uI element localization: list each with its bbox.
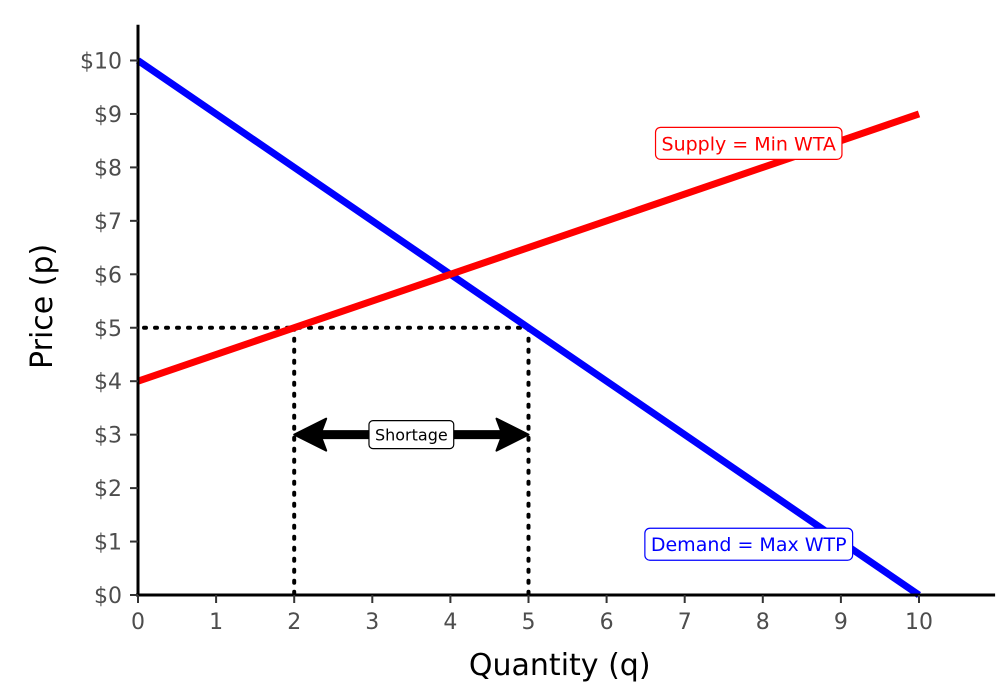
x-tick-label-9: 9 bbox=[834, 610, 848, 635]
x-tick-label-7: 7 bbox=[678, 610, 692, 635]
axes: 0 1 2 3 4 5 6 7 8 9 10 $0 $1 $2 $3 $4 $5 $6 $7 $8 $9 $10 bbox=[80, 24, 996, 635]
x-tick-label-0: 0 bbox=[131, 610, 145, 635]
shortage-label: Shortage bbox=[375, 426, 448, 445]
x-axis-title: Quantity (q) bbox=[469, 648, 651, 683]
y-tick-label-8: $8 bbox=[94, 156, 122, 181]
y-tick-label-9: $9 bbox=[94, 103, 122, 128]
y-tick-label-10: $10 bbox=[80, 50, 122, 75]
demand-label: Demand = Max WTP bbox=[651, 534, 847, 556]
y-tick-label-1: $1 bbox=[94, 531, 122, 556]
curve-labels: Supply = Min WTA Demand = Max WTP bbox=[644, 126, 854, 561]
y-tick-label-3: $3 bbox=[94, 424, 122, 449]
y-tick-label-7: $7 bbox=[94, 210, 122, 235]
shortage-arrowhead-left bbox=[293, 417, 328, 452]
x-tick-label-2: 2 bbox=[287, 610, 301, 635]
demand-label-box bbox=[644, 527, 854, 561]
y-axis-title: Price (p) bbox=[25, 244, 60, 369]
supply-label: Supply = Min WTA bbox=[662, 133, 836, 155]
y-tick-label-0: $0 bbox=[94, 584, 122, 609]
demand-line bbox=[136, 57, 921, 598]
x-tick-label-10: 10 bbox=[905, 610, 933, 635]
y-tick-label-2: $2 bbox=[94, 477, 122, 502]
x-tick-label-8: 8 bbox=[756, 610, 770, 635]
x-tick-label-4: 4 bbox=[443, 610, 457, 635]
x-tick-label-3: 3 bbox=[365, 610, 379, 635]
y-tick-label-5: $5 bbox=[94, 317, 122, 342]
shortage-annotation: Shortage bbox=[293, 417, 530, 452]
y-tick-label-6: $6 bbox=[94, 263, 122, 288]
shortage-arrowhead-right bbox=[495, 417, 530, 452]
reference-lines bbox=[142, 325, 531, 597]
supply-label-box bbox=[654, 126, 843, 160]
shortage-label-box bbox=[368, 420, 455, 450]
x-tick-label-6: 6 bbox=[600, 610, 614, 635]
x-tick-label-5: 5 bbox=[522, 610, 536, 635]
x-tick-label-1: 1 bbox=[209, 610, 223, 635]
y-tick-label-4: $4 bbox=[94, 370, 122, 395]
